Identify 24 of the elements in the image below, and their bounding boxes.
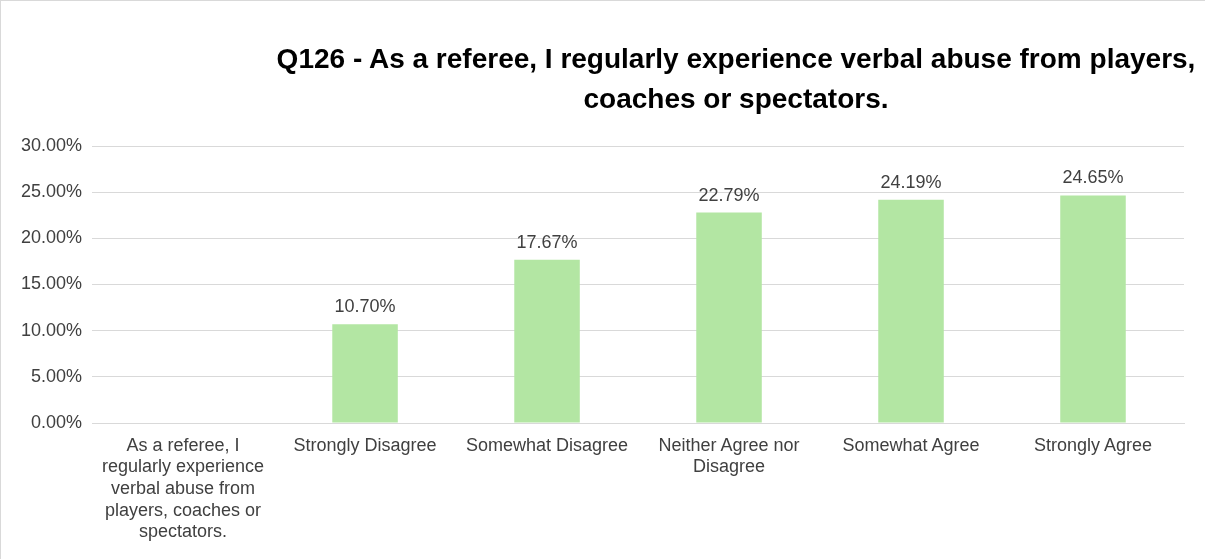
- x-tick-label: Somewhat Disagree: [465, 434, 629, 455]
- bar: [514, 259, 580, 423]
- data-label: 22.79%: [698, 184, 760, 205]
- y-tick-label: 10.00%: [20, 319, 83, 340]
- bar: [696, 212, 762, 423]
- chart-title: Q126 - As a referee, I regularly experience verbal abuse from players, coaches or spectators.: [275, 42, 1197, 116]
- x-tick-label: Somewhat Agree: [842, 434, 980, 455]
- y-tick-label: 0.00%: [31, 411, 83, 432]
- x-tick-label: Neither Agree nor Disagree: [658, 434, 800, 477]
- y-tick-label: 20.00%: [20, 227, 83, 248]
- data-label: 24.65%: [1062, 167, 1124, 188]
- bar: [332, 324, 398, 423]
- y-tick-label: 30.00%: [20, 134, 83, 155]
- data-label: 10.70%: [334, 296, 396, 317]
- x-tick-label: Strongly Agree: [1033, 434, 1153, 455]
- x-tick-label: Strongly Disagree: [293, 434, 437, 455]
- y-tick-label: 25.00%: [20, 181, 83, 202]
- data-label: 24.19%: [880, 171, 942, 192]
- data-label: 17.67%: [516, 231, 578, 252]
- bar: [1060, 195, 1126, 423]
- y-tick-label: 5.00%: [31, 365, 83, 386]
- x-tick-label: As a referee, I regularly experience verbal abuse from players, coaches or spectators.: [102, 434, 265, 542]
- bar: [878, 199, 944, 423]
- y-tick-label: 15.00%: [20, 273, 83, 294]
